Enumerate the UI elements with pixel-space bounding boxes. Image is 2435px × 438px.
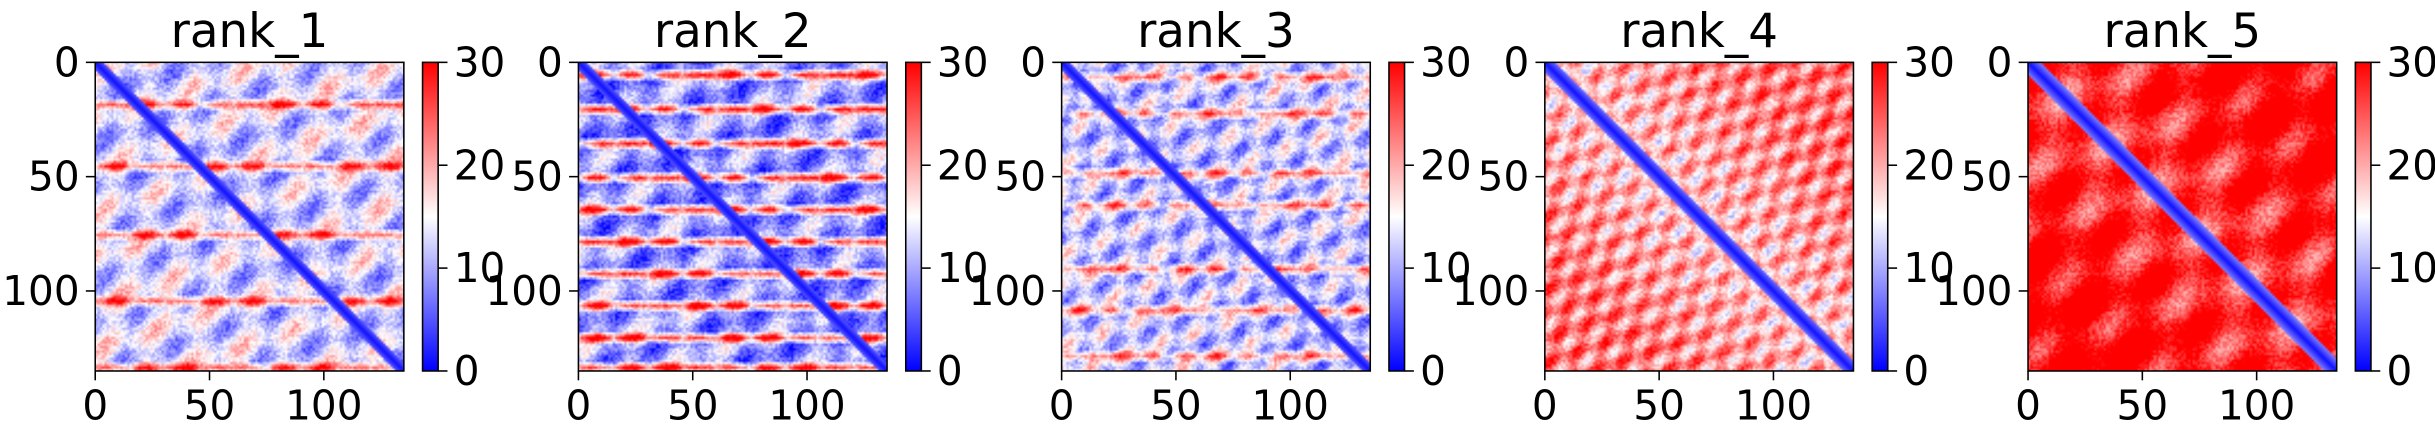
x-tick-label: 50 (667, 381, 719, 429)
heatmap-panel-4: rank_4 0 50 100 0 50 100 0 10 20 30 (1452, 5, 1955, 430)
colorbar-tick-label: 0 (454, 347, 480, 395)
colorbar-tick-label: 0 (937, 347, 963, 395)
panel-title: rank_2 (654, 5, 812, 59)
colorbar-tick-label: 20 (454, 141, 506, 189)
heatmap-image (95, 62, 404, 371)
colorbar-tick-label: 20 (2387, 141, 2435, 189)
colorbar-tick-label: 0 (1420, 347, 1446, 395)
panel-title: rank_1 (171, 5, 329, 59)
y-tick-label: 50 (28, 153, 80, 201)
colorbar-tick-label: 30 (937, 38, 989, 86)
colorbar-tick-label: 10 (454, 244, 506, 292)
x-tick-label: 50 (1633, 381, 1685, 429)
x-tick-label: 0 (2015, 381, 2041, 429)
y-tick-label: 100 (485, 267, 562, 315)
heatmap-panel-3: rank_3 0 50 100 0 50 100 0 10 20 30 (969, 5, 1472, 430)
y-tick-label: 0 (54, 38, 80, 86)
y-tick-label: 50 (511, 153, 563, 201)
heatmap-panel-1: rank_1 0 50 100 0 50 100 0 10 20 30 (2, 5, 505, 430)
colorbar-tick-label: 10 (1420, 244, 1472, 292)
y-tick-label: 50 (994, 153, 1046, 201)
colorbar-tick-label: 20 (1903, 141, 1955, 189)
x-tick-label: 50 (1150, 381, 1202, 429)
heatmap-image (1544, 62, 1854, 371)
panel-title: rank_5 (2103, 5, 2261, 59)
y-tick-label: 100 (969, 267, 1046, 315)
axes-frame (577, 61, 888, 372)
colorbar-tick-label: 10 (2387, 244, 2435, 292)
axes-frame (94, 61, 405, 372)
axes-frame (1544, 61, 1855, 372)
y-tick-label: 0 (1020, 38, 1046, 86)
x-tick-label: 50 (2117, 381, 2169, 429)
x-tick-label: 0 (566, 381, 592, 429)
axes-frame (1060, 61, 1372, 372)
colorbar-tick-label: 10 (1903, 244, 1955, 292)
heatmap-panel-5: rank_5 0 50 100 0 50 100 0 10 20 30 (1935, 5, 2435, 430)
y-tick-label: 0 (1987, 38, 2013, 86)
colorbar (904, 61, 923, 372)
colorbar-tick-label: 0 (1903, 347, 1929, 395)
colorbar (1388, 61, 1406, 372)
y-tick-label: 100 (1452, 267, 1529, 315)
x-tick-label: 100 (1735, 381, 1812, 429)
colorbar-tick-label: 30 (1420, 38, 1472, 86)
colorbar-tick-label: 30 (1903, 38, 1955, 86)
x-tick-label: 0 (1532, 381, 1558, 429)
panel-title: rank_3 (1137, 5, 1295, 59)
y-tick-label: 50 (1478, 153, 1530, 201)
x-tick-label: 100 (285, 381, 362, 429)
x-tick-label: 100 (768, 381, 845, 429)
colorbar-tick-label: 20 (1420, 141, 1472, 189)
y-tick-label: 100 (1935, 267, 2012, 315)
x-tick-label: 100 (1252, 381, 1329, 429)
colorbar (2354, 61, 2372, 372)
y-tick-label: 100 (2, 267, 79, 315)
y-tick-label: 50 (1961, 153, 2013, 201)
axes-frame (2027, 61, 2338, 372)
x-tick-label: 0 (1049, 381, 1075, 429)
y-tick-label: 0 (1503, 38, 1529, 86)
colorbar (1871, 61, 1889, 372)
x-tick-label: 0 (82, 381, 108, 429)
heatmap-image (2028, 62, 2337, 371)
x-tick-label: 100 (2218, 381, 2295, 429)
colorbar-tick-label: 0 (2387, 347, 2413, 395)
heatmap-image (578, 62, 888, 371)
panel-title: rank_4 (1620, 5, 1778, 59)
heatmap-panel-2: rank_2 0 50 100 0 50 100 0 10 20 30 (485, 5, 988, 430)
colorbar (421, 61, 439, 372)
colorbar-tick-label: 30 (2387, 38, 2435, 86)
colorbar-tick-label: 20 (937, 141, 989, 189)
x-tick-label: 50 (184, 381, 236, 429)
heatmap-image (1061, 62, 1371, 371)
colorbar-tick-label: 30 (454, 38, 506, 86)
colorbar-tick-label: 10 (937, 244, 989, 292)
y-tick-label: 0 (537, 38, 563, 86)
